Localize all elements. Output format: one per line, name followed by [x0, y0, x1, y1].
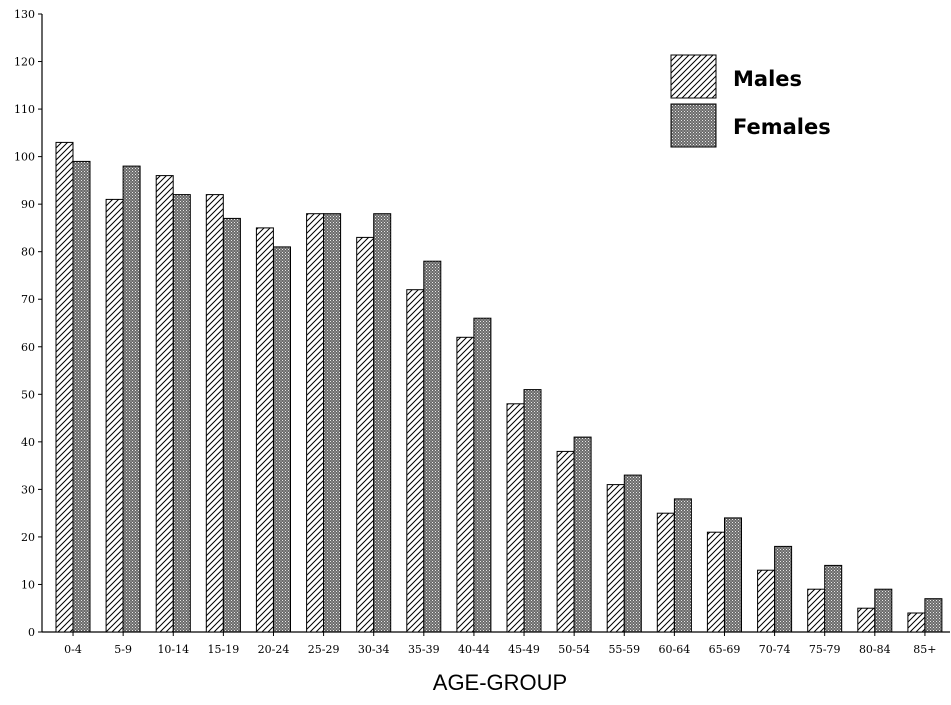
bar-males-5-9 — [105, 198, 124, 633]
bar-males-65-69 — [706, 531, 725, 633]
x-axis: 0-4 5-9 10-14 15-19 20-24 25-29 30-34 35-39 40-4… — [42, 631, 950, 656]
x-tick-label: 50-54 — [558, 643, 590, 656]
y-tick-label: 90 — [21, 198, 35, 211]
y-tick-label: 10 — [21, 578, 35, 591]
bar-males-15-19 — [205, 194, 224, 633]
y-axis: 0 10 20 30 40 50 60 70 80 90 100 110 120 130 — [14, 8, 43, 639]
x-tick-label: 75-79 — [809, 643, 841, 656]
bar-females-15-19 — [222, 217, 241, 633]
bar-males-85+ — [907, 612, 926, 633]
x-tick-label: 60-64 — [659, 643, 691, 656]
x-tick-label: 30-34 — [358, 643, 390, 656]
y-tick-label: 80 — [21, 246, 35, 259]
x-tick-label: 80-84 — [859, 643, 891, 656]
x-tick-label: 70-74 — [759, 643, 791, 656]
bar-males-25-29 — [306, 213, 325, 633]
x-tick-label: 40-44 — [458, 643, 490, 656]
y-tick-label: 20 — [21, 531, 35, 544]
x-axis-label: AGE-GROUP — [433, 670, 567, 695]
x-tick-label: 85+ — [913, 643, 936, 656]
bar-males-70-74 — [757, 569, 776, 633]
bar-males-55-59 — [606, 484, 625, 633]
legend-label-females: Females — [733, 115, 831, 139]
y-tick-label: 30 — [21, 483, 35, 496]
bar-males-10-14 — [155, 175, 174, 633]
bar-females-35-39 — [423, 260, 442, 633]
x-tick-label: 45-49 — [508, 643, 540, 656]
x-tick-label: 15-19 — [208, 643, 240, 656]
bar-females-45-49 — [523, 389, 542, 633]
y-tick-label: 70 — [21, 293, 35, 306]
bar-females-55-59 — [623, 474, 642, 633]
bar-males-75-79 — [807, 588, 826, 633]
x-tick-label: 35-39 — [408, 643, 440, 656]
bars — [55, 141, 943, 633]
bar-males-30-34 — [356, 236, 375, 633]
y-tick-label: 110 — [14, 103, 35, 116]
y-tick-label: 40 — [21, 436, 35, 449]
bar-females-75-79 — [824, 564, 843, 633]
bar-males-40-44 — [456, 336, 475, 633]
x-tick-label: 10-14 — [157, 643, 189, 656]
bar-males-50-54 — [556, 450, 575, 633]
bar-females-50-54 — [573, 436, 592, 633]
bar-females-60-64 — [673, 498, 692, 633]
bar-females-25-29 — [323, 213, 342, 633]
y-tick-label: 50 — [21, 388, 35, 401]
bar-females-30-34 — [373, 213, 392, 633]
y-tick-label: 100 — [14, 151, 35, 164]
x-tick-label: 65-69 — [709, 643, 741, 656]
legend-swatch-males — [670, 54, 717, 99]
legend-swatch-females — [670, 103, 717, 148]
y-tick-label: 0 — [28, 626, 35, 639]
bar-males-80-84 — [857, 607, 876, 633]
x-tick-label: 55-59 — [608, 643, 640, 656]
y-tick-label: 60 — [21, 341, 35, 354]
x-tick-label: 20-24 — [258, 643, 290, 656]
x-tick-label: 25-29 — [308, 643, 340, 656]
bar-males-0-4 — [55, 141, 74, 633]
bar-males-60-64 — [656, 512, 675, 633]
bar-females-70-74 — [774, 545, 793, 633]
x-tick-label: 0-4 — [64, 643, 82, 656]
x-tick-label: 5-9 — [114, 643, 132, 656]
bar-females-85+ — [924, 598, 943, 633]
bar-males-20-24 — [255, 227, 274, 633]
bar-females-80-84 — [874, 588, 893, 633]
bar-females-20-24 — [273, 246, 291, 633]
bar-females-40-44 — [473, 317, 492, 633]
bar-females-65-69 — [724, 517, 742, 633]
y-tick-label: 130 — [14, 8, 35, 21]
bar-females-5-9 — [122, 165, 141, 633]
bar-females-10-14 — [172, 194, 191, 633]
bar-males-45-49 — [506, 403, 525, 633]
y-tick-label: 120 — [14, 56, 35, 69]
bar-females-0-4 — [72, 160, 91, 633]
legend: Males Females — [670, 54, 831, 148]
bar-males-35-39 — [406, 289, 425, 633]
legend-label-males: Males — [733, 67, 802, 91]
